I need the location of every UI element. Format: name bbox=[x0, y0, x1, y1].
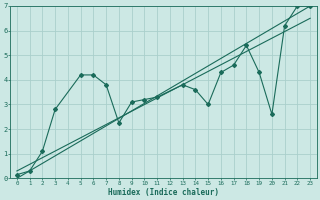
X-axis label: Humidex (Indice chaleur): Humidex (Indice chaleur) bbox=[108, 188, 219, 197]
